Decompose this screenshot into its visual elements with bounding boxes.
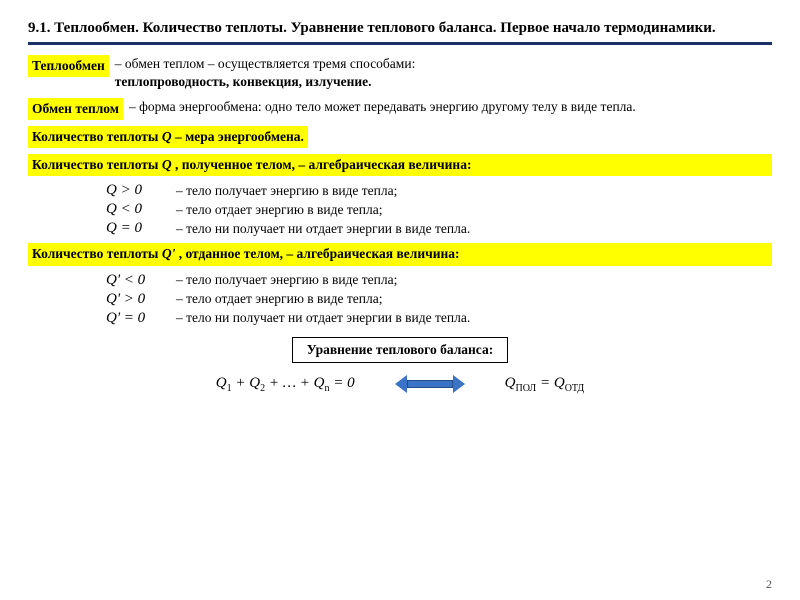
txt-a: Количество теплоты [32,129,162,144]
eq-balance: QПОЛ = QОТД [505,375,585,394]
txt-a: Количество теплоты [32,157,162,172]
sub: ОТД [565,383,585,394]
eq-sum: Q1 + Q2 + … + Qn = 0 [216,375,355,394]
case-txt: – тело ни получает ни отдает энергии в в… [176,221,470,237]
case-row: Q < 0 – тело отдает энергию в виде тепла… [106,201,772,218]
page-title: 9.1. Теплообмен. Количество теплоты. Ура… [28,18,772,38]
page-number: 2 [766,577,772,592]
highlight-line: Количество теплоты Q , полученное телом,… [28,154,772,176]
case-row: Q = 0 – тело ни получает ни отдает энерг… [106,220,772,237]
case-txt: – тело отдает энергию в виде тепла; [176,291,382,307]
sub: ПОЛ [515,383,536,394]
txt-b: , полученное телом, – алгебраическая вел… [175,157,471,172]
term-def: – форма энергообмена: одно тело может пе… [123,98,636,116]
txt-b: , отданное телом, – алгебраическая велич… [179,246,460,261]
case-txt: – тело ни получает ни отдает энергии в в… [176,310,470,326]
highlight-line: Количество теплоты Q – мера энергообмена… [28,126,308,148]
case-txt: – тело получает энергию в виде тепла; [176,183,397,199]
term-label: Обмен теплом [28,98,123,120]
title-area: 9.1. Теплообмен. Количество теплоты. Ура… [28,18,772,45]
case-sym: Q' > 0 [106,291,176,308]
sym: Q [162,157,175,172]
case-sym: Q' < 0 [106,272,176,289]
case-sym: Q < 0 [106,201,176,218]
balance-box-wrap: Уравнение теплового баланса: [28,337,772,363]
highlight-line: Количество теплоты Q' , отданное телом, … [28,243,772,265]
sym: Q [505,375,516,391]
line-quantity-measure: Количество теплоты Q – мера энергообмена… [28,126,772,148]
term-def: – обмен теплом – осуществляется тремя сп… [109,55,416,91]
txt-a: Количество теплоты [32,246,162,261]
balance-box: Уравнение теплового баланса: [292,337,508,363]
given-cases: Q' < 0 – тело получает энергию в виде те… [46,272,772,327]
case-row: Q' < 0 – тело получает энергию в виде те… [106,272,772,289]
double-arrow-icon [395,375,465,393]
received-cases: Q > 0 – тело получает энергию в виде теп… [46,182,772,237]
term-heat-transfer: Обмен теплом – форма энергообмена: одно … [28,98,772,120]
case-row: Q' = 0 – тело ни получает ни отдает энер… [106,310,772,327]
txt-b: – мера энергообмена. [175,129,304,144]
case-sym: Q = 0 [106,220,176,237]
case-sym: Q > 0 [106,182,176,199]
case-row: Q > 0 – тело получает энергию в виде теп… [106,182,772,199]
sym: Q [162,129,175,144]
case-txt: – тело получает энергию в виде тепла; [176,272,397,288]
def-text: – обмен теплом – осуществляется тремя сп… [115,56,416,71]
term-label: Теплообмен [28,55,109,77]
case-sym: Q' = 0 [106,310,176,327]
case-row: Q' > 0 – тело отдает энергию в виде тепл… [106,291,772,308]
line-quantity-given: Количество теплоты Q' , отданное телом, … [28,243,772,265]
case-txt: – тело отдает энергию в виде тепла; [176,202,382,218]
term-heat-exchange: Теплообмен – обмен теплом – осуществляет… [28,55,772,91]
line-quantity-received: Количество теплоты Q , полученное телом,… [28,154,772,176]
mid: = Q [536,375,564,391]
sym: Q' [162,246,179,261]
def-bold: теплопроводность, конвекция, излучение. [115,74,372,89]
equations-row: Q1 + Q2 + … + Qn = 0 QПОЛ = QОТД [28,375,772,394]
